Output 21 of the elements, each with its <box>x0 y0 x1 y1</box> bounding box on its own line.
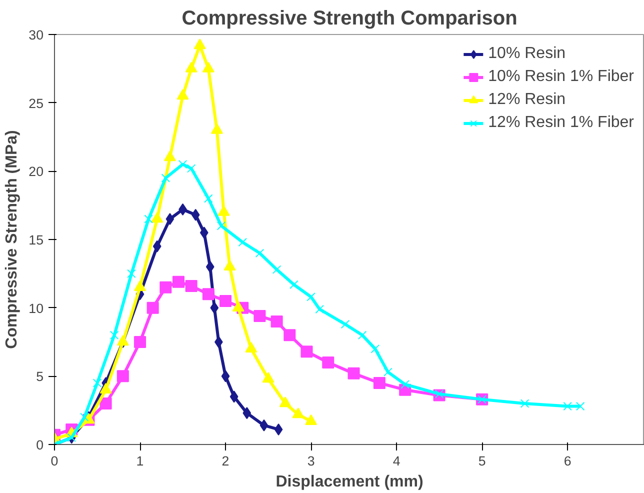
y-tick-label: 10 <box>28 300 44 316</box>
chart-title: Compressive Strength Comparison <box>182 8 518 30</box>
x-tick-label: 1 <box>136 454 144 468</box>
y-tick-label: 30 <box>28 28 44 42</box>
x-axis-title: Displacement (mm) <box>276 474 424 490</box>
legend-label: 12% Resin 1% Fiber <box>488 114 634 132</box>
y-axis-title: Compressive Strength (MPa) <box>4 130 21 349</box>
x-tick-label: 2 <box>222 454 230 468</box>
y-tick-label: 0 <box>36 438 44 452</box>
x-tick-label: 6 <box>564 454 572 468</box>
legend-label: 10% Resin <box>488 45 566 63</box>
x-tick-label: 3 <box>307 454 315 468</box>
x-tick-label: 4 <box>392 454 401 468</box>
y-tick-label: 20 <box>28 164 44 180</box>
y-tick-label: 15 <box>28 232 44 248</box>
x-tick-label: 0 <box>50 454 58 468</box>
y-tick-label: 25 <box>28 96 44 111</box>
legend-label: 12% Resin <box>488 91 566 109</box>
x-tick-label: 5 <box>478 454 486 468</box>
legend-label: 10% Resin 1% Fiber <box>488 68 634 86</box>
y-tick-label: 5 <box>36 369 44 384</box>
